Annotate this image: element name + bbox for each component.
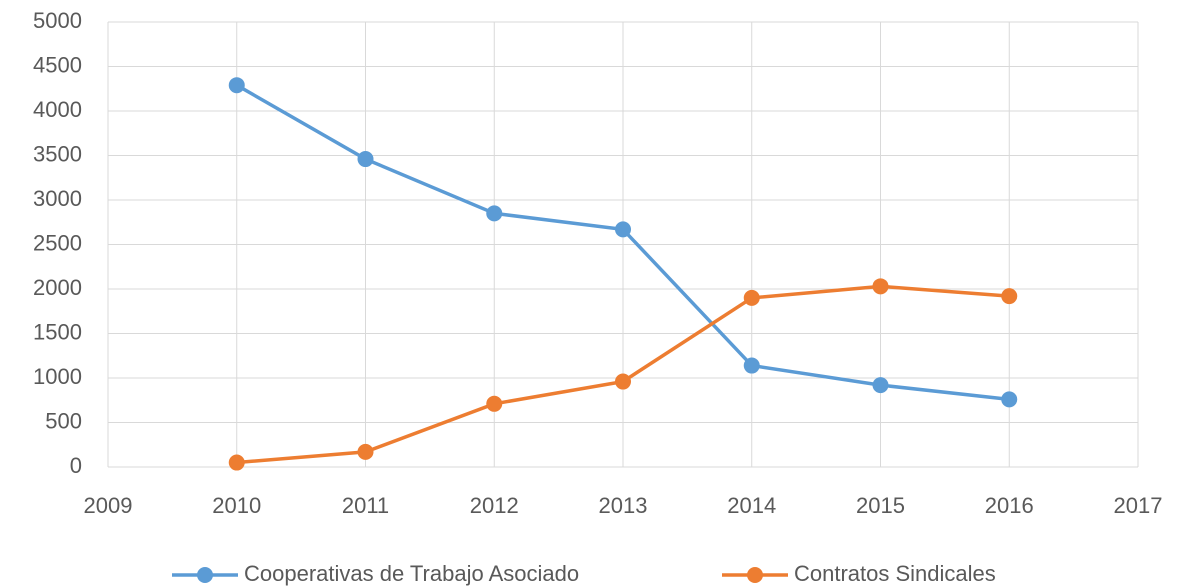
point: [743, 357, 760, 374]
y-tick-label: 4000: [33, 97, 82, 122]
point: [357, 151, 374, 168]
point: [615, 373, 631, 390]
y-tick-label: 4500: [33, 52, 82, 77]
point: [486, 395, 503, 412]
y-tick-label: 2000: [33, 275, 82, 300]
y-tick-label: 5000: [33, 8, 82, 33]
point: [615, 221, 631, 238]
point: [743, 289, 760, 306]
y-tick-label: 3000: [33, 186, 82, 211]
legend-label: Contratos Sindicales: [794, 561, 996, 586]
x-tick-label: 2010: [212, 493, 261, 518]
legend-label: Cooperativas de Trabajo Asociado: [244, 561, 579, 586]
y-tick-label: 2500: [33, 230, 82, 255]
point: [228, 454, 245, 471]
legend-marker: [747, 567, 763, 583]
point: [872, 278, 889, 295]
point: [486, 205, 503, 222]
x-tick-label: 2009: [84, 493, 133, 518]
y-tick-label: 3500: [33, 141, 82, 166]
point: [1001, 391, 1018, 408]
x-tick-label: 2015: [856, 493, 905, 518]
point: [1001, 288, 1018, 305]
y-tick-label: 500: [45, 408, 82, 433]
x-tick-label: 2016: [985, 493, 1034, 518]
point: [872, 377, 889, 394]
y-tick-label: 0: [70, 453, 82, 478]
x-tick-label: 2014: [727, 493, 776, 518]
y-tick-label: 1000: [33, 364, 82, 389]
point: [357, 443, 374, 460]
point: [228, 77, 245, 94]
y-tick-label: 1500: [33, 319, 82, 344]
x-tick-label: 2013: [599, 493, 648, 518]
legend-marker: [197, 567, 213, 583]
x-tick-label: 2012: [470, 493, 519, 518]
x-tick-label: 2011: [342, 493, 389, 518]
x-tick-label: 2017: [1114, 493, 1163, 518]
